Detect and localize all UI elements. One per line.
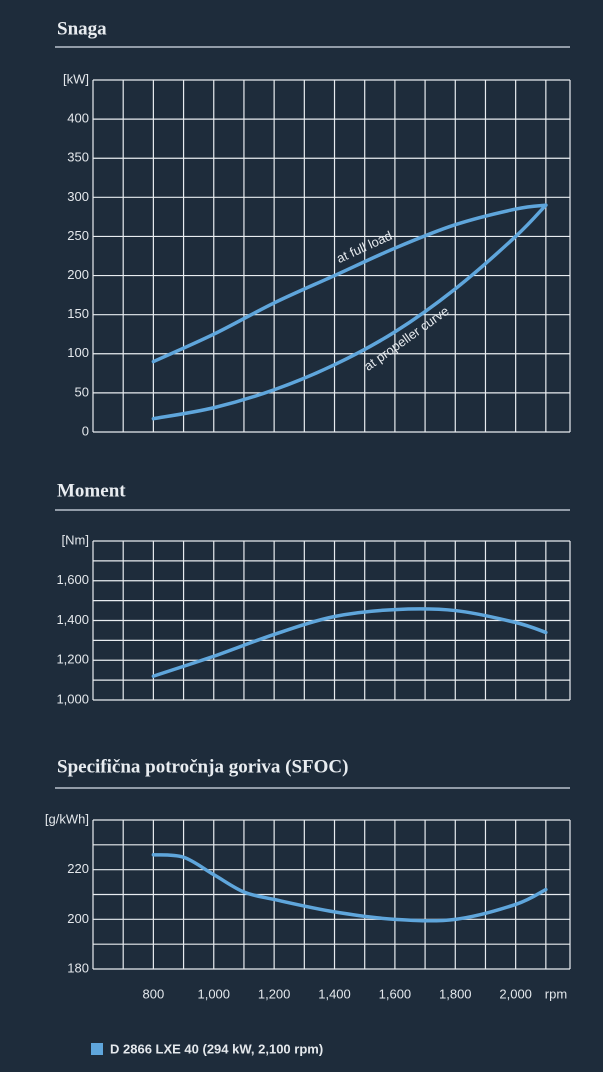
x-axis-label: rpm xyxy=(545,986,567,1001)
x-tick-label: 1,600 xyxy=(379,986,412,1001)
y-tick-label: 400 xyxy=(67,111,89,126)
y-tick-label: 1,400 xyxy=(56,612,89,627)
data-line xyxy=(151,203,548,421)
y-tick-label: 1,000 xyxy=(56,691,89,706)
y-tick-label: 200 xyxy=(67,267,89,282)
y-tick-label: 0 xyxy=(82,423,89,438)
section-title: Moment xyxy=(57,480,126,501)
x-tick-label: 1,800 xyxy=(439,986,472,1001)
x-tick-label: 800 xyxy=(143,986,165,1001)
y-tick-label: 350 xyxy=(67,150,89,165)
y-tick-label: [Nm] xyxy=(62,532,89,547)
y-tick-label: 200 xyxy=(67,911,89,926)
section-title: Snaga xyxy=(57,18,107,39)
y-tick-label: 220 xyxy=(67,861,89,876)
legend-label: D 2866 LXE 40 (294 kW, 2,100 rpm) xyxy=(110,1041,323,1056)
data-line xyxy=(151,853,548,923)
y-tick-label: 300 xyxy=(67,189,89,204)
y-tick-label: 50 xyxy=(75,384,89,399)
legend-swatch xyxy=(91,1043,103,1055)
data-line xyxy=(151,203,548,364)
y-tick-label: 150 xyxy=(67,306,89,321)
section-title: Specifična potročnja goriva (SFOC) xyxy=(57,756,349,777)
y-tick-label: 1,600 xyxy=(56,572,89,587)
y-tick-label: [g/kWh] xyxy=(45,811,89,826)
y-tick-label: 250 xyxy=(67,228,89,243)
y-tick-label: 100 xyxy=(67,345,89,360)
data-line xyxy=(151,607,548,678)
x-tick-label: 1,200 xyxy=(258,986,291,1001)
x-tick-label: 1,000 xyxy=(197,986,230,1001)
y-tick-label: 180 xyxy=(67,960,89,975)
x-tick-label: 2,000 xyxy=(499,986,532,1001)
y-tick-label: 1,200 xyxy=(56,652,89,667)
y-tick-label: [kW] xyxy=(63,71,89,86)
x-tick-label: 1,400 xyxy=(318,986,351,1001)
